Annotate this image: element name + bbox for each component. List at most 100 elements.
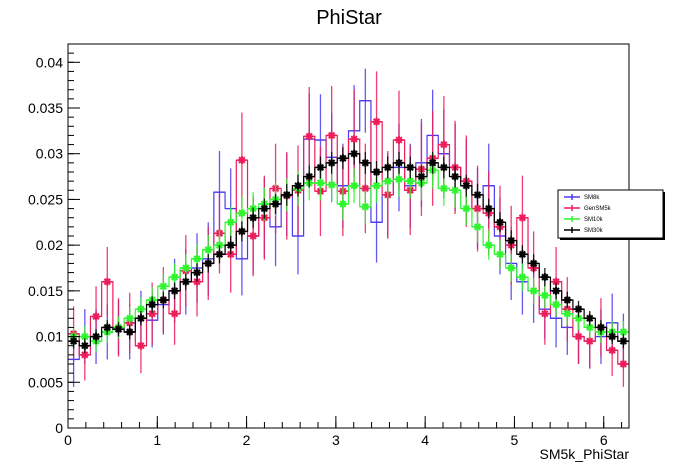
x-axis-title: SM5k_PhiStar	[540, 446, 630, 462]
data-point	[327, 158, 336, 167]
y-tick-label: 0.04	[36, 54, 63, 70]
data-point	[114, 325, 123, 334]
data-point	[484, 241, 493, 250]
legend-label: SM30k	[584, 228, 604, 234]
data-point	[563, 309, 572, 318]
data-point	[372, 168, 381, 176]
data-point	[159, 282, 168, 291]
plot-area	[68, 68, 629, 387]
y-tick-label: 0.005	[28, 374, 63, 390]
data-point	[619, 360, 628, 368]
data-point	[170, 309, 179, 318]
data-point	[80, 341, 89, 350]
data-point	[361, 158, 370, 167]
data-point	[361, 184, 370, 193]
data-point	[271, 200, 280, 208]
data-point	[417, 172, 426, 181]
data-point	[103, 277, 112, 286]
data-point	[383, 163, 392, 172]
data-point	[92, 312, 101, 321]
data-point	[574, 314, 583, 323]
data-point	[193, 268, 202, 277]
data-point	[394, 158, 403, 167]
data-point	[148, 300, 157, 309]
data-point	[294, 181, 303, 190]
data-point	[103, 323, 112, 332]
y-tick-label: 0.03	[36, 146, 63, 162]
data-point	[428, 158, 437, 167]
data-point	[372, 181, 381, 190]
data-point	[406, 177, 415, 186]
data-point	[495, 250, 504, 259]
data-point	[383, 177, 392, 186]
data-point	[451, 172, 460, 181]
data-point	[361, 202, 370, 211]
data-point	[518, 213, 527, 222]
data-point	[237, 209, 246, 218]
data-point	[327, 180, 336, 189]
data-point	[226, 218, 235, 227]
data-point	[563, 296, 572, 304]
legend-label: SM8k	[584, 195, 600, 201]
data-point	[495, 218, 504, 227]
data-point	[170, 286, 179, 295]
y-tick-label: 0.025	[28, 191, 63, 207]
data-point	[181, 264, 190, 272]
x-tick-label: 5	[511, 432, 519, 448]
data-point	[484, 204, 493, 213]
data-point	[596, 323, 605, 332]
y-tick-label: 0.035	[28, 100, 63, 116]
data-point	[439, 140, 448, 149]
data-point	[394, 175, 403, 184]
data-point	[215, 250, 224, 259]
x-tick-label: 2	[243, 432, 251, 448]
data-point	[585, 337, 594, 346]
data-point	[372, 117, 381, 126]
data-point	[462, 181, 471, 190]
data-point	[473, 190, 482, 199]
data-point	[136, 341, 145, 350]
data-point	[529, 259, 538, 268]
data-point	[552, 286, 561, 295]
data-point	[125, 314, 134, 323]
legend: SM8k GenSM5k SM10k SM30k	[557, 189, 665, 240]
data-point	[170, 273, 179, 282]
legend-label: SM10k	[584, 217, 604, 223]
y-tick-label: 0.015	[28, 283, 63, 299]
data-point	[552, 300, 561, 309]
data-point	[338, 154, 347, 163]
data-point	[237, 156, 246, 165]
data-point	[585, 323, 594, 332]
data-point	[439, 184, 448, 193]
data-point	[204, 259, 213, 268]
data-point	[529, 286, 538, 295]
x-tick-label: 3	[332, 432, 340, 448]
data-point	[552, 277, 561, 286]
data-point	[619, 337, 628, 346]
data-point	[80, 332, 89, 341]
data-point	[518, 273, 527, 282]
series-SM30k	[68, 142, 629, 354]
data-point	[159, 296, 168, 304]
x-tick-label: 1	[153, 432, 161, 448]
data-point	[305, 132, 314, 141]
data-point	[80, 350, 89, 359]
data-point	[619, 328, 628, 336]
legend-label: GenSM5k	[584, 206, 612, 212]
data-point	[249, 232, 258, 240]
data-point	[237, 227, 246, 236]
data-point	[608, 332, 617, 341]
data-point	[327, 131, 336, 140]
data-point	[574, 332, 583, 341]
data-point	[193, 254, 202, 263]
data-point	[148, 309, 157, 318]
data-point	[92, 332, 101, 341]
data-point	[608, 346, 617, 355]
data-point	[316, 163, 325, 172]
data-point	[507, 236, 516, 245]
y-tick-label: 0.01	[36, 329, 63, 345]
data-point	[125, 328, 134, 336]
data-point	[394, 136, 403, 144]
data-point	[282, 190, 291, 199]
